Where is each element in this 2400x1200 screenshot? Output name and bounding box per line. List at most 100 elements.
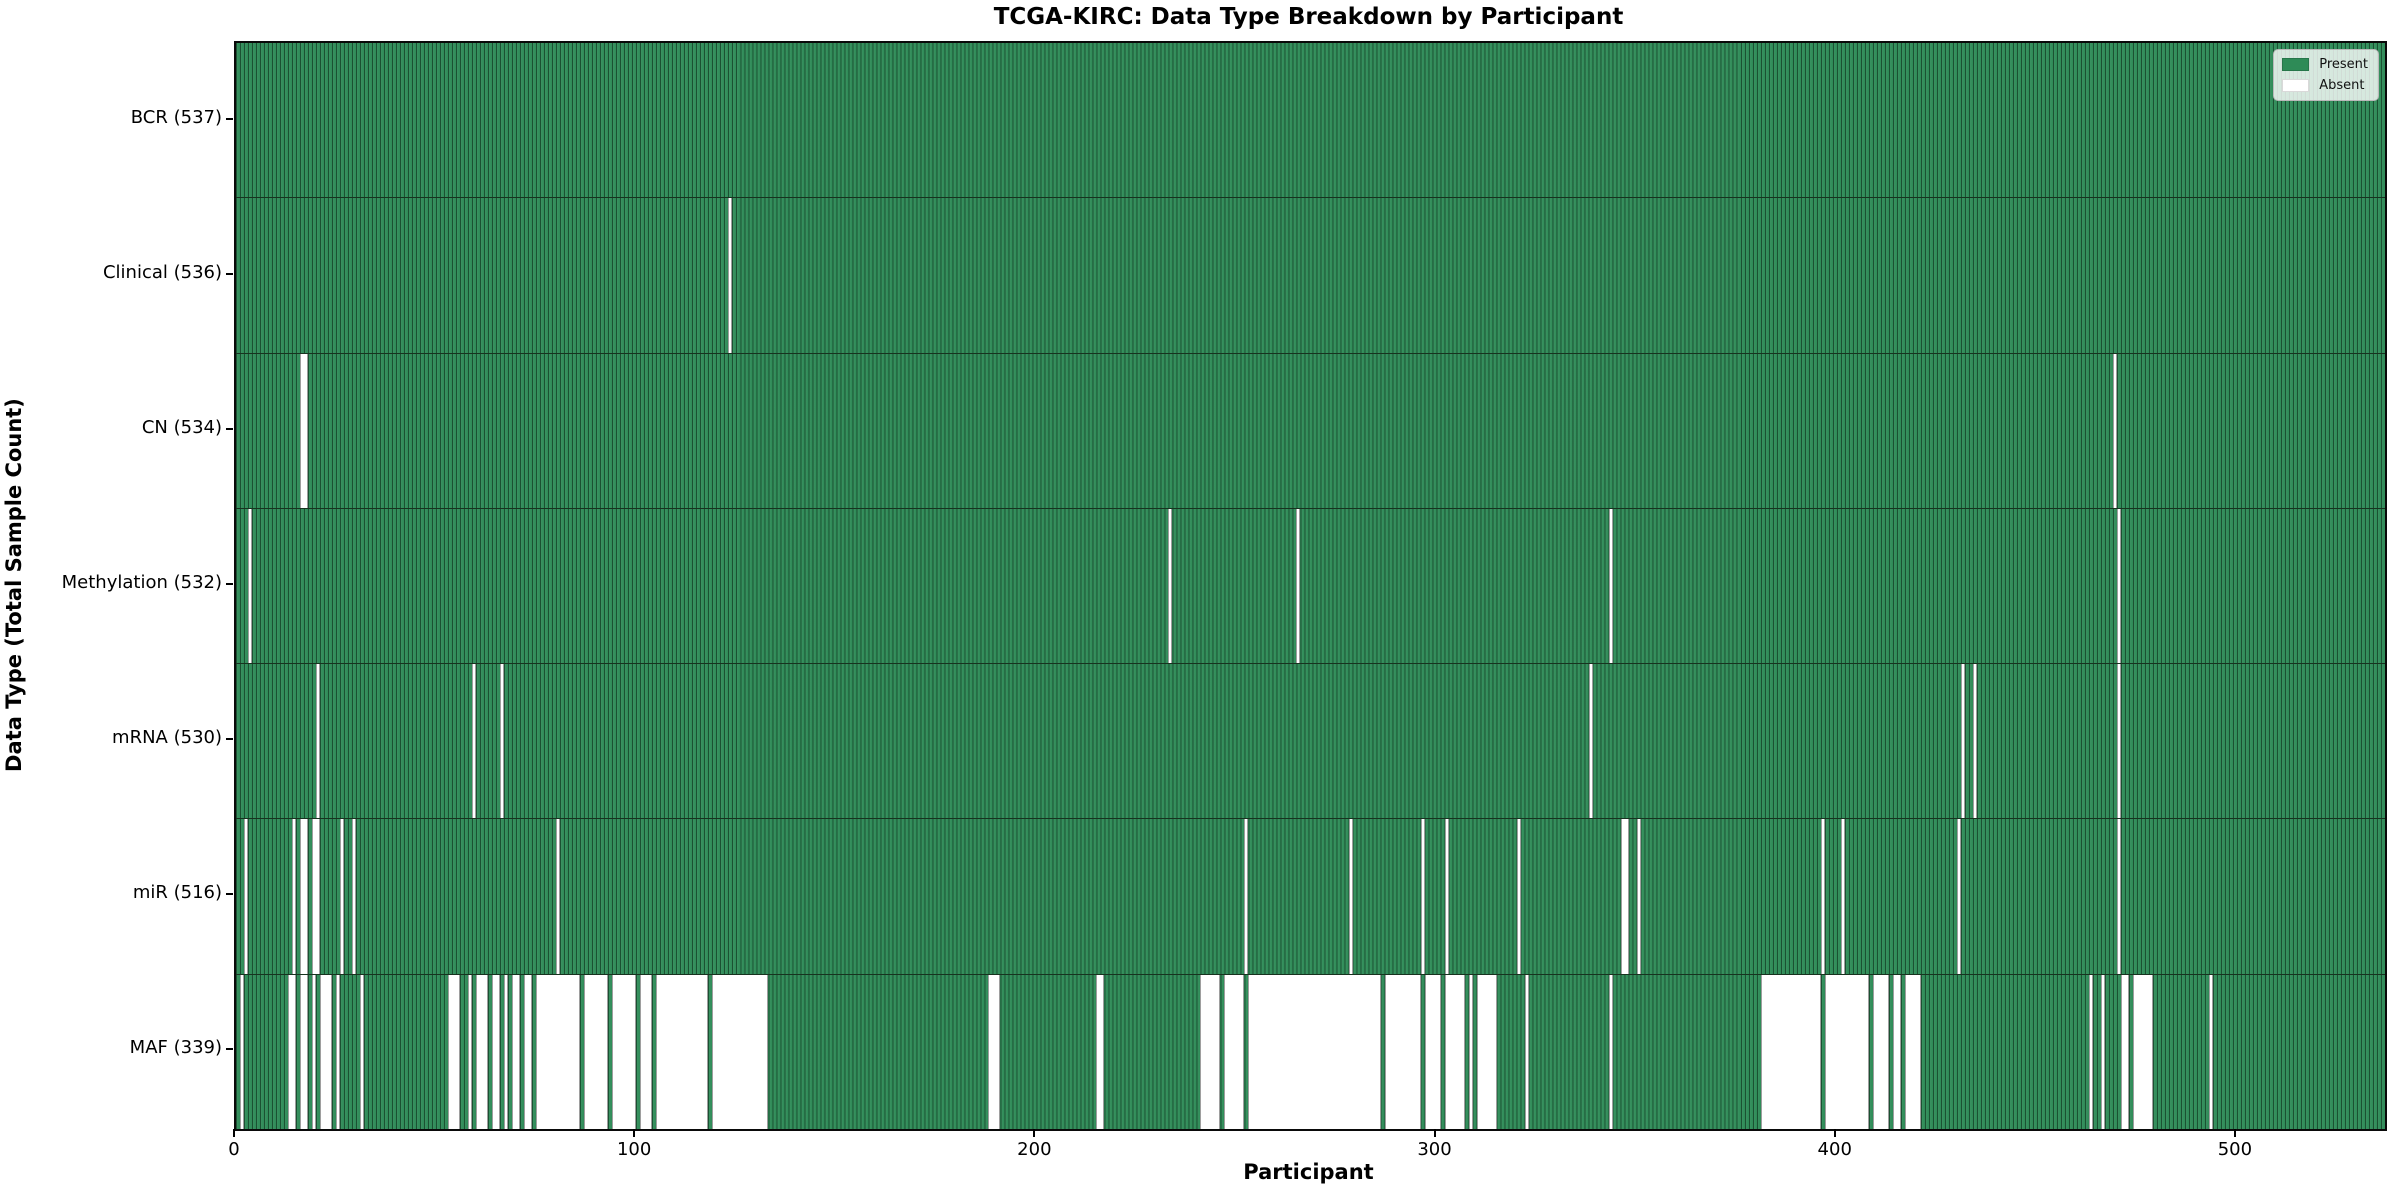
absent-bar [2116, 819, 2121, 974]
absent-bar [336, 974, 341, 1129]
legend-absent-swatch [2282, 79, 2310, 92]
absent-bar [468, 974, 473, 1129]
absent-bar [248, 508, 252, 664]
ytick-label-bcr: BCR (537) [130, 106, 222, 128]
absent-bar [2100, 974, 2105, 1129]
legend: Present Absent [2273, 49, 2379, 101]
absent-bar [300, 819, 309, 974]
ytick-mark [226, 738, 233, 741]
absent-bar [2132, 974, 2153, 1129]
absent-bar [2116, 508, 2121, 664]
absent-bar [1168, 508, 1173, 664]
ytick-label-maf: MAF (339) [129, 1037, 222, 1059]
absent-bar [500, 664, 505, 819]
absent-bar [1904, 974, 1921, 1129]
absent-bar [1872, 974, 1889, 1129]
ytick-label-mrna: mRNA (530) [112, 727, 222, 749]
absent-bar [1588, 664, 1593, 819]
legend-item-absent: Absent [2282, 78, 2368, 93]
plot-area: Present Absent [234, 41, 2387, 1131]
absent-bar [1420, 819, 1425, 974]
absent-bar [1244, 819, 1249, 974]
absent-bar [584, 974, 609, 1129]
row-mir [236, 819, 2385, 975]
absent-bar [1824, 974, 1869, 1129]
absent-bar [1760, 974, 1821, 1129]
absent-bar [1444, 819, 1449, 974]
absent-bar [1348, 819, 1353, 974]
absent-bar [240, 974, 244, 1129]
ytick-mark [226, 272, 233, 275]
ytick-label-mir: miR (516) [132, 882, 222, 904]
xtick-label-100: 100 [616, 1139, 652, 1160]
absent-bar [2116, 664, 2121, 819]
absent-bar [656, 974, 709, 1129]
absent-bar [1248, 974, 1381, 1129]
absent-bar [472, 664, 477, 819]
absent-bar [1960, 664, 1965, 819]
row-methylation [236, 508, 2385, 665]
absent-bar [1636, 819, 1641, 974]
absent-bar [244, 819, 248, 974]
row-clinical [236, 198, 2385, 354]
absent-bar [1476, 974, 1497, 1129]
absent-bar [1424, 974, 1441, 1129]
absent-bar [300, 353, 309, 508]
xtick-label-0: 0 [228, 1139, 240, 1160]
row-bcr [236, 43, 2385, 199]
absent-bar [476, 974, 489, 1129]
xtick-mark [1833, 1129, 1836, 1137]
xtick-mark [1033, 1129, 1036, 1137]
absent-bar [640, 974, 653, 1129]
absent-bar [612, 974, 637, 1129]
ytick-label-methylation: Methylation (532) [61, 572, 222, 593]
ytick-label-cn: CN (534) [141, 416, 222, 438]
legend-present-swatch [2282, 58, 2310, 71]
absent-bar [504, 974, 509, 1129]
xtick-mark [2233, 1129, 2236, 1137]
absent-bar [536, 974, 581, 1129]
absent-bar [1096, 974, 1105, 1129]
ytick-mark [226, 427, 233, 430]
absent-bar [2088, 974, 2093, 1129]
ytick-mark [226, 893, 233, 896]
legend-present-label: Present [2319, 57, 2368, 72]
absent-bar [352, 819, 357, 974]
chart-title: TCGA-KIRC: Data Type Breakdown by Partic… [993, 4, 1624, 30]
legend-absent-label: Absent [2319, 78, 2365, 93]
absent-bar [728, 198, 733, 353]
row-cn [236, 353, 2385, 509]
absent-bar [1224, 974, 1245, 1129]
absent-bar [320, 974, 333, 1129]
absent-bar [1820, 819, 1825, 974]
absent-bar [2112, 353, 2117, 508]
absent-bar [556, 819, 561, 974]
ytick-label-clinical: Clinical (536) [102, 261, 222, 283]
absent-bar [1608, 508, 1613, 664]
xtick-label-400: 400 [1817, 1139, 1852, 1160]
absent-bar [1516, 819, 1521, 974]
absent-bar [1892, 974, 1901, 1129]
absent-bar [1972, 664, 1977, 819]
absent-bar [1524, 974, 1529, 1129]
x-axis-label: Participant [1243, 1160, 1374, 1184]
absent-bar [1840, 819, 1845, 974]
xtick-label-500: 500 [2217, 1139, 2253, 1160]
absent-bar [340, 819, 345, 974]
ytick-mark [226, 583, 233, 585]
absent-bar [300, 974, 309, 1129]
xtick-mark [1433, 1129, 1436, 1137]
absent-bar [2120, 974, 2129, 1129]
absent-bar [316, 664, 321, 819]
absent-bar [1956, 819, 1961, 974]
absent-bar [512, 974, 521, 1129]
absent-bar [312, 974, 317, 1129]
absent-bar [448, 974, 461, 1129]
absent-bar [1620, 819, 1629, 974]
absent-bar [288, 974, 297, 1129]
absent-bar [1384, 974, 1421, 1129]
legend-item-present: Present [2282, 57, 2368, 72]
absent-bar [1608, 974, 1613, 1129]
absent-bar [312, 819, 321, 974]
